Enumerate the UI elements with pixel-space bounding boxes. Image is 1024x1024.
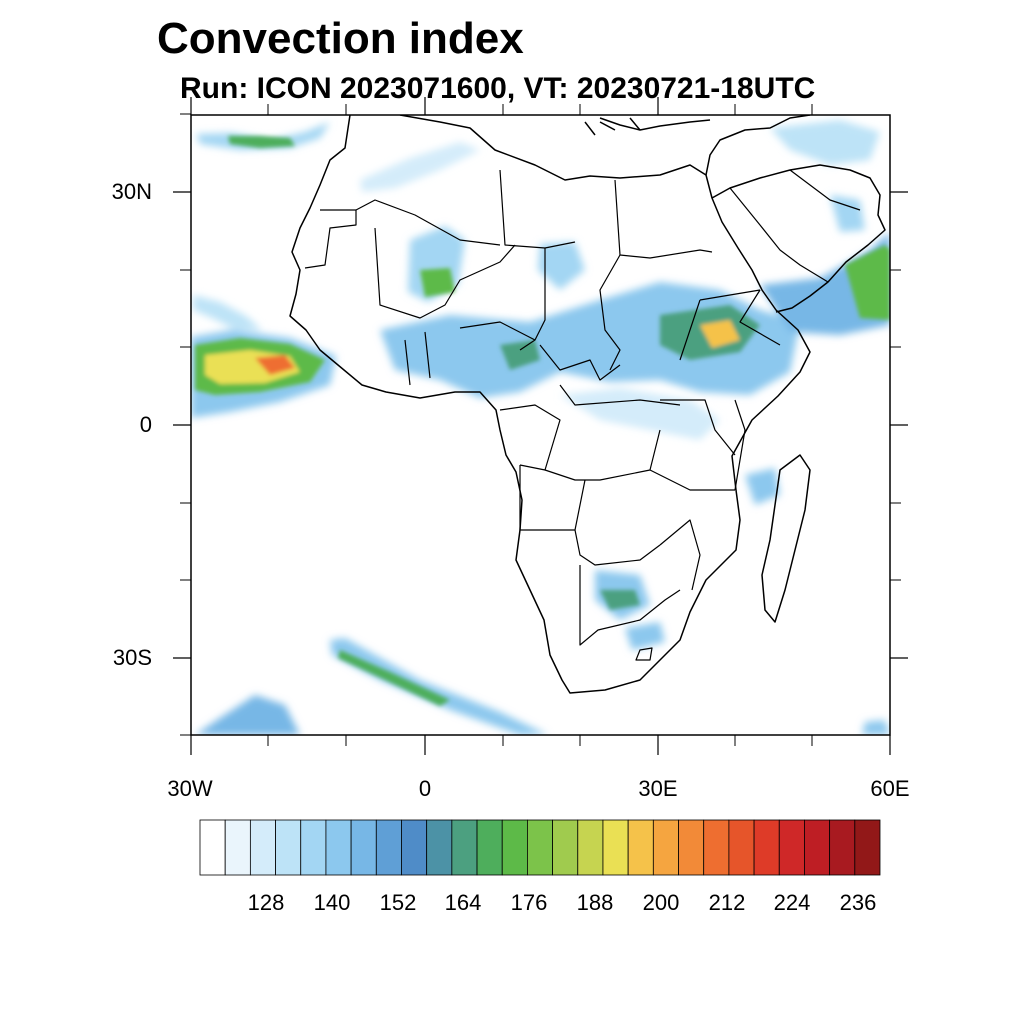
lon-tick-label-30e: 30E — [638, 776, 678, 801]
colorbar-swatch — [426, 819, 453, 876]
colorbar-swatch — [728, 819, 755, 876]
colorbar-swatch — [652, 819, 679, 876]
colorbar-label-164: 164 — [444, 890, 482, 915]
colorbar-swatch — [350, 819, 377, 876]
colorbar-swatch — [577, 819, 604, 876]
kalahari-core — [600, 590, 640, 610]
colorbar-swatch — [804, 819, 831, 876]
colorbar-label-200: 200 — [642, 890, 680, 915]
colorbar-swatch — [627, 819, 654, 876]
colorbar-swatch — [476, 819, 503, 876]
atlantic-northern-band — [193, 295, 262, 330]
low-convection-layer — [191, 120, 890, 735]
nigeria-core — [500, 340, 540, 370]
indian-ocean-cell — [862, 720, 890, 735]
mediterranean-band — [196, 122, 330, 150]
colorbar-label-140: 140 — [313, 890, 351, 915]
colorbar-swatch — [451, 819, 478, 876]
caspian-cells — [770, 120, 880, 165]
lon-tick-label-0: 0 — [418, 776, 432, 801]
lon-tick-label-60e: 60E — [870, 776, 910, 801]
ethiopia-core-yellow — [700, 320, 740, 348]
colorbar-swatch — [300, 819, 327, 876]
hoggar-core — [420, 268, 455, 297]
colorbar-label-224: 224 — [773, 890, 811, 915]
colorbar-label-128: 128 — [247, 890, 285, 915]
mediterranean-core — [228, 136, 295, 148]
south-atlantic-frontal-band — [330, 638, 548, 735]
colorbar-label-188: 188 — [576, 890, 614, 915]
colorbar-label-152: 152 — [379, 890, 417, 915]
convection-field — [191, 120, 890, 735]
coastlines — [289, 115, 886, 694]
colorbar-swatch — [401, 819, 428, 876]
colorbar-swatch — [753, 819, 780, 876]
colorbar-swatch — [249, 819, 276, 876]
colorbar-swatch — [275, 819, 302, 876]
highveld-cell — [625, 622, 665, 650]
map-frame — [173, 97, 908, 755]
iran-cell — [830, 195, 865, 232]
colorbar-swatch — [678, 819, 705, 876]
colorbar-swatch — [703, 819, 730, 876]
frontal-core — [338, 650, 450, 706]
chart-title: Convection index — [157, 14, 524, 63]
colorbar-swatch — [527, 819, 553, 876]
congo-band — [560, 388, 720, 440]
high-convection-layer — [195, 136, 890, 706]
lat-tick-label-30s: 30S — [112, 645, 152, 670]
colorbar-label-176: 176 — [510, 890, 548, 915]
colorbar-swatch — [375, 819, 402, 876]
atlantic-core-red — [255, 355, 295, 375]
north-africa-band — [360, 142, 480, 192]
country-borders — [304, 169, 861, 661]
chart-subtitle: Run: ICON 2023071600, VT: 20230721-18UTC — [180, 72, 816, 105]
colorbar-swatch — [501, 819, 528, 876]
colorbar-swatch — [829, 819, 856, 876]
colorbar-swatch — [778, 819, 805, 876]
colorbar-swatch — [854, 819, 881, 876]
colorbar-swatch — [602, 819, 629, 876]
south-atlantic-cell — [195, 695, 300, 735]
colorbar-label-236: 236 — [839, 890, 877, 915]
madagascar-channel-cell — [745, 468, 780, 505]
colorbar — [199, 819, 881, 876]
tibesti-cell — [538, 242, 585, 290]
colorbar-swatch — [199, 819, 226, 876]
colorbar-swatch — [224, 819, 251, 876]
lat-tick-label-0: 0 — [139, 412, 152, 437]
arabian-core-green — [845, 245, 890, 320]
colorbar-label-212: 212 — [708, 890, 746, 915]
lat-tick-label-30n: 30N — [111, 179, 152, 204]
colorbar-swatch — [552, 819, 579, 876]
colorbar-swatch — [325, 819, 352, 876]
lon-tick-label-30w: 30W — [167, 776, 213, 801]
